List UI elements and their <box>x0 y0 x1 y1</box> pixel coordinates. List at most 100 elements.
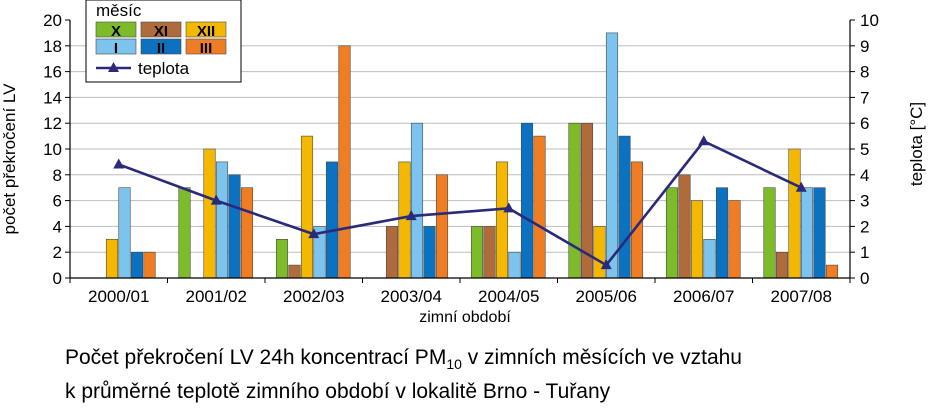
y-tick-label: 20 <box>43 11 62 30</box>
bar <box>130 251 144 279</box>
y-axis-title: počet překročení LV <box>0 83 19 235</box>
bar <box>508 251 521 279</box>
legend-label: XII <box>197 23 215 40</box>
bar <box>678 174 691 279</box>
bar <box>325 161 339 279</box>
bar <box>338 45 351 279</box>
bar <box>715 187 729 279</box>
bar <box>763 187 776 279</box>
y2-tick-label: 3 <box>860 192 869 211</box>
x-tick-label: 2001/02 <box>186 287 247 306</box>
caption-line-2: k průměrné teplotě zimního období v loka… <box>65 380 611 404</box>
bar <box>520 122 534 279</box>
bar <box>470 226 484 279</box>
temperature-marker <box>600 259 612 270</box>
bar <box>605 32 619 279</box>
legend-line-marker <box>108 62 119 72</box>
temperature-line <box>118 139 802 267</box>
bar <box>143 251 156 279</box>
x-tick-label: 2002/03 <box>283 287 344 306</box>
y2-tick-label: 10 <box>860 11 879 30</box>
legend-swatch <box>140 21 182 38</box>
bar <box>240 187 254 279</box>
bar <box>423 226 436 279</box>
y2-tick-label: 4 <box>860 166 869 185</box>
bar <box>533 135 546 279</box>
bar <box>825 264 839 279</box>
bar <box>300 135 314 279</box>
bar <box>483 226 496 279</box>
temperature-marker <box>698 135 710 146</box>
bar <box>665 187 679 279</box>
bar <box>800 187 814 279</box>
legend-label: XI <box>154 23 168 40</box>
y-tick-label: 8 <box>53 166 62 185</box>
x-tick-label: 2005/06 <box>576 287 637 306</box>
x-tick-label: 2006/07 <box>673 287 734 306</box>
bar <box>775 251 789 279</box>
bar <box>105 239 119 279</box>
bar <box>228 174 241 279</box>
bar <box>788 148 801 279</box>
legend-swatch <box>185 21 227 38</box>
temperature-marker <box>405 210 417 221</box>
bar <box>618 135 631 279</box>
y-tick-label: 14 <box>43 88 62 107</box>
y2-tick-label: 9 <box>860 37 869 56</box>
temperature-marker <box>113 158 125 169</box>
y-tick-label: 4 <box>53 217 62 236</box>
bar <box>593 226 606 279</box>
bar <box>288 264 301 279</box>
temperature-marker <box>503 202 515 213</box>
x-tick-label: 2000/01 <box>88 287 149 306</box>
temperature-marker <box>795 181 807 192</box>
bar <box>813 187 826 279</box>
temperature-marker <box>210 194 222 205</box>
caption-line-1: Počet překročení LV 24h koncentrací PM10… <box>65 346 742 373</box>
legend-label: teplota <box>138 59 190 78</box>
y2-tick-label: 5 <box>860 140 869 159</box>
bar <box>435 174 449 279</box>
bar <box>203 148 216 279</box>
y-tick-label: 10 <box>43 140 62 159</box>
legend-label: III <box>200 40 213 57</box>
y-tick-label: 2 <box>53 243 62 262</box>
bar <box>215 161 229 279</box>
bar <box>703 239 716 279</box>
x-tick-label: 2004/05 <box>478 287 539 306</box>
x-axis-title: zimní období <box>419 309 511 326</box>
y-tick-label: 12 <box>43 114 62 133</box>
y2-tick-label: 2 <box>860 217 869 236</box>
bar <box>385 226 399 279</box>
x-tick-label: 2003/04 <box>381 287 442 306</box>
bar <box>728 200 741 279</box>
bar <box>118 187 131 279</box>
bar <box>178 187 191 279</box>
bar <box>568 122 581 279</box>
legend-title: měsíc <box>96 1 142 20</box>
y2-tick-label: 8 <box>860 63 869 82</box>
bar <box>495 161 509 279</box>
legend-swatch <box>95 21 137 38</box>
temperature-marker <box>308 228 320 239</box>
legend-label: II <box>157 40 165 57</box>
y-tick-label: 18 <box>43 37 62 56</box>
legend-swatch <box>95 38 137 55</box>
chart-caption: Počet překročení LV 24h koncentrací PM10… <box>65 344 742 405</box>
y2-axis-title: teplota [°C] <box>907 102 926 186</box>
legend-label: X <box>111 23 121 40</box>
bar <box>690 200 704 279</box>
y2-tick-label: 6 <box>860 114 869 133</box>
legend-swatch <box>140 38 182 55</box>
x-tick-label: 2007/08 <box>771 287 832 306</box>
y2-tick-label: 1 <box>860 243 869 262</box>
bar <box>275 239 289 279</box>
legend-swatch <box>185 38 227 55</box>
y-tick-label: 16 <box>43 63 62 82</box>
y-tick-label: 6 <box>53 192 62 211</box>
legend-label: I <box>114 40 118 57</box>
bar <box>410 122 424 279</box>
y2-tick-label: 0 <box>860 269 869 288</box>
y2-tick-label: 7 <box>860 88 869 107</box>
